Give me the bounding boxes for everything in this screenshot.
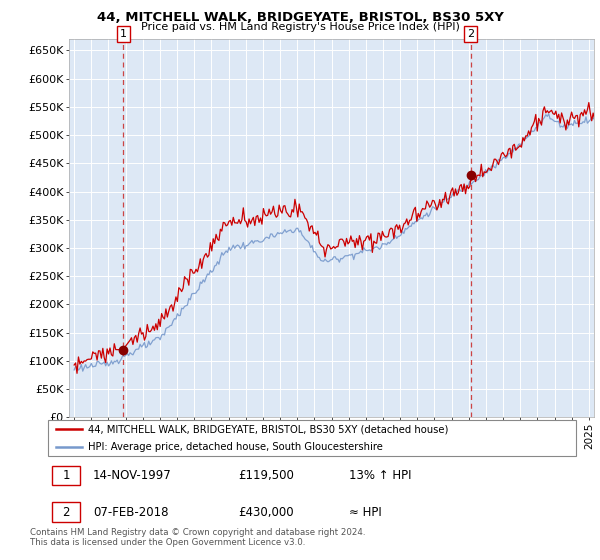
Text: 1: 1 xyxy=(120,29,127,39)
Text: 2: 2 xyxy=(467,29,475,39)
Text: 07-FEB-2018: 07-FEB-2018 xyxy=(93,506,169,519)
Text: ≈ HPI: ≈ HPI xyxy=(349,506,382,519)
Text: 13% ↑ HPI: 13% ↑ HPI xyxy=(349,469,412,482)
Text: 1: 1 xyxy=(62,469,70,482)
Text: 44, MITCHELL WALK, BRIDGEYATE, BRISTOL, BS30 5XY (detached house): 44, MITCHELL WALK, BRIDGEYATE, BRISTOL, … xyxy=(88,424,448,434)
Text: £119,500: £119,500 xyxy=(238,469,294,482)
Text: Contains HM Land Registry data © Crown copyright and database right 2024.
This d: Contains HM Land Registry data © Crown c… xyxy=(30,528,365,547)
FancyBboxPatch shape xyxy=(52,502,80,522)
Text: £430,000: £430,000 xyxy=(238,506,294,519)
FancyBboxPatch shape xyxy=(48,420,576,456)
Text: Price paid vs. HM Land Registry's House Price Index (HPI): Price paid vs. HM Land Registry's House … xyxy=(140,22,460,32)
Text: 44, MITCHELL WALK, BRIDGEYATE, BRISTOL, BS30 5XY: 44, MITCHELL WALK, BRIDGEYATE, BRISTOL, … xyxy=(97,11,503,24)
Text: 14-NOV-1997: 14-NOV-1997 xyxy=(93,469,172,482)
Text: 2: 2 xyxy=(62,506,70,519)
FancyBboxPatch shape xyxy=(52,466,80,485)
Text: HPI: Average price, detached house, South Gloucestershire: HPI: Average price, detached house, Sout… xyxy=(88,442,382,452)
